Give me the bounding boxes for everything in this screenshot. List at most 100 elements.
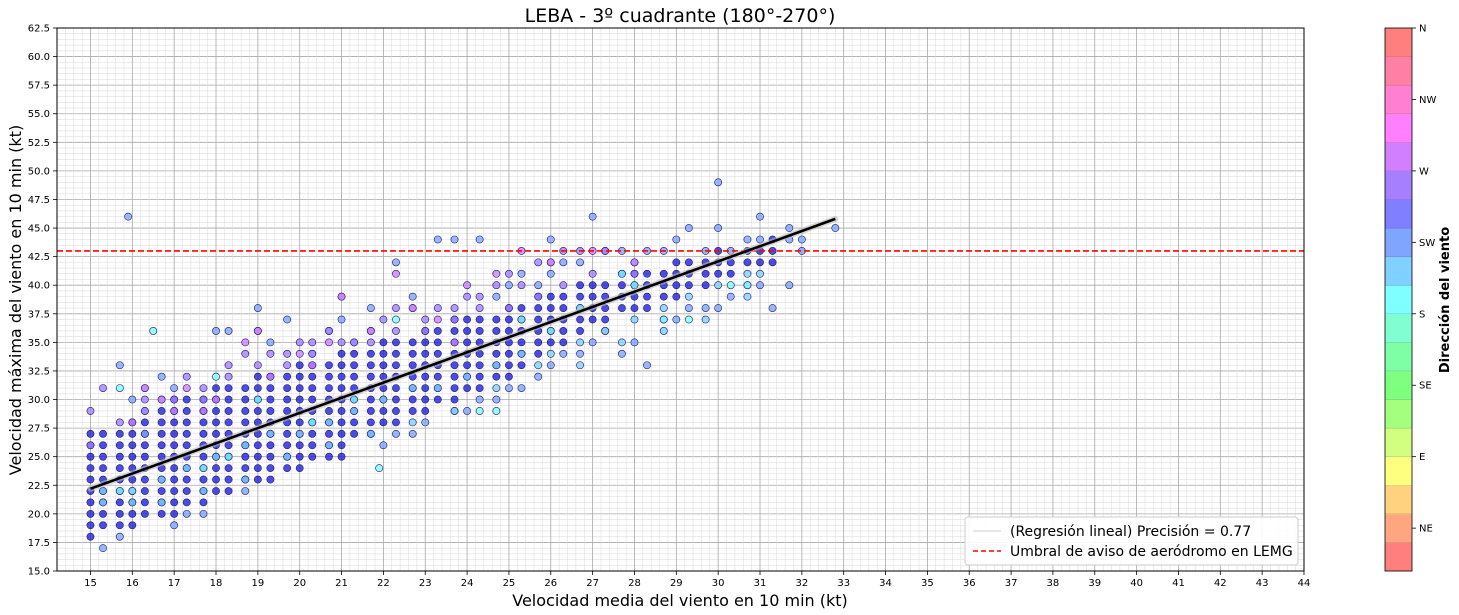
data-point bbox=[266, 338, 275, 347]
data-point bbox=[534, 372, 543, 381]
data-point bbox=[224, 372, 233, 381]
data-point bbox=[450, 407, 459, 415]
data-point bbox=[463, 315, 471, 324]
data-point bbox=[714, 281, 723, 290]
data-point bbox=[86, 452, 95, 461]
data-point bbox=[450, 235, 459, 244]
data-point bbox=[505, 349, 513, 358]
data-point bbox=[701, 281, 710, 290]
data-point bbox=[492, 407, 501, 415]
y-tick-label: 17.5 bbox=[28, 538, 50, 549]
data-point bbox=[505, 384, 513, 392]
data-point bbox=[283, 464, 292, 473]
data-point bbox=[224, 407, 233, 415]
colorbar-tick-label: N bbox=[1419, 24, 1426, 35]
data-point bbox=[366, 327, 375, 335]
data-point bbox=[182, 372, 191, 381]
data-point bbox=[517, 361, 526, 370]
data-point bbox=[140, 384, 149, 392]
data-point bbox=[199, 395, 208, 404]
data-point bbox=[337, 292, 346, 301]
data-point bbox=[199, 429, 208, 438]
data-point bbox=[475, 384, 484, 392]
y-tick-label: 32.5 bbox=[28, 366, 50, 377]
data-point bbox=[170, 509, 179, 518]
data-point bbox=[517, 315, 526, 324]
data-point bbox=[379, 407, 388, 415]
data-point bbox=[659, 304, 668, 312]
data-point bbox=[86, 498, 95, 507]
data-point bbox=[115, 532, 124, 541]
data-point bbox=[379, 395, 388, 404]
data-point bbox=[157, 372, 166, 381]
x-tick-label: 22 bbox=[377, 578, 390, 589]
data-point bbox=[170, 441, 179, 450]
data-point bbox=[308, 338, 317, 347]
data-point bbox=[392, 315, 400, 324]
data-point bbox=[588, 338, 597, 347]
data-point bbox=[295, 418, 304, 427]
data-point bbox=[212, 384, 220, 392]
data-point bbox=[283, 361, 292, 370]
y-tick-label: 35.0 bbox=[28, 338, 50, 349]
data-point bbox=[99, 487, 107, 495]
legend: (Regresión lineal) Precisión = 0.77 Umbr… bbox=[964, 516, 1299, 566]
data-point bbox=[701, 304, 710, 312]
x-tick-label: 28 bbox=[628, 578, 641, 589]
data-point bbox=[212, 327, 220, 335]
data-point bbox=[140, 441, 149, 450]
data-point bbox=[433, 315, 442, 324]
colorbar-tick-label: E bbox=[1419, 452, 1425, 463]
data-point bbox=[295, 429, 304, 438]
data-point bbox=[241, 452, 250, 461]
data-point bbox=[337, 441, 346, 450]
data-point bbox=[463, 327, 471, 335]
data-point bbox=[421, 395, 430, 404]
data-point bbox=[546, 338, 555, 347]
data-point bbox=[576, 281, 584, 290]
data-point bbox=[630, 304, 639, 312]
data-point bbox=[618, 269, 626, 278]
data-point bbox=[308, 384, 317, 392]
x-tick-label: 20 bbox=[293, 578, 306, 589]
data-point bbox=[743, 258, 752, 267]
data-point bbox=[672, 281, 681, 290]
data-point bbox=[492, 292, 501, 301]
data-point bbox=[559, 338, 568, 347]
x-tick-label: 43 bbox=[1256, 578, 1269, 589]
data-point bbox=[157, 441, 166, 450]
data-point bbox=[199, 475, 208, 484]
data-point bbox=[212, 464, 220, 473]
data-point bbox=[128, 395, 137, 404]
data-point bbox=[463, 361, 471, 370]
data-point bbox=[266, 395, 275, 404]
data-point bbox=[450, 315, 459, 324]
data-point bbox=[643, 292, 651, 301]
data-point bbox=[224, 487, 233, 495]
data-point bbox=[726, 281, 735, 290]
data-point bbox=[157, 509, 166, 518]
data-point bbox=[517, 304, 526, 312]
data-point bbox=[517, 269, 526, 278]
data-point bbox=[433, 327, 442, 335]
data-point bbox=[283, 384, 292, 392]
data-point bbox=[86, 464, 95, 473]
data-point bbox=[295, 395, 304, 404]
data-point bbox=[492, 395, 501, 404]
data-point bbox=[337, 452, 346, 461]
x-tick-label: 29 bbox=[670, 578, 683, 589]
colorbar-segment bbox=[1385, 28, 1412, 58]
data-point bbox=[115, 418, 124, 427]
data-point bbox=[492, 281, 501, 290]
data-point bbox=[534, 258, 543, 267]
data-point bbox=[475, 304, 484, 312]
data-point bbox=[128, 429, 137, 438]
data-point bbox=[756, 212, 764, 221]
data-point bbox=[588, 315, 597, 324]
data-point bbox=[140, 498, 149, 507]
colorbar-segment bbox=[1385, 256, 1412, 286]
data-point bbox=[505, 372, 513, 381]
data-point bbox=[546, 304, 555, 312]
data-point bbox=[492, 327, 501, 335]
data-point bbox=[392, 407, 400, 415]
